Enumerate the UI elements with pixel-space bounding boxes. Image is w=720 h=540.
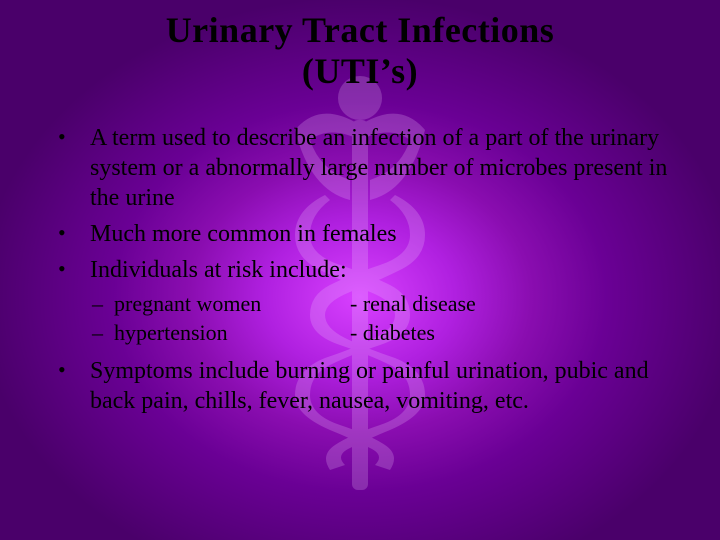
sub-left: hypertension: [90, 318, 350, 348]
bullet-text: Symptoms include burning or painful urin…: [90, 358, 649, 414]
title-line-1: Urinary Tract Infections: [166, 10, 555, 50]
sub-row: pregnant women - renal disease: [90, 289, 690, 319]
bullet-text: Much more common in females: [90, 221, 397, 247]
bullet-item: Much more common in females: [50, 219, 690, 249]
title-line-2: (UTI’s): [302, 51, 418, 91]
bullet-text: Individuals at risk include:: [90, 257, 347, 283]
slide-content: Urinary Tract Infections (UTI’s) A term …: [0, 0, 720, 540]
sub-right: - diabetes: [350, 318, 690, 348]
sub-right: - renal disease: [350, 289, 690, 319]
bullet-item: A term used to describe an infection of …: [50, 123, 690, 213]
sub-list: pregnant women - renal disease hypertens…: [90, 289, 690, 348]
bullet-list: A term used to describe an infection of …: [30, 123, 690, 416]
sub-row: hypertension - diabetes: [90, 318, 690, 348]
bullet-item: Symptoms include burning or painful urin…: [50, 356, 690, 416]
bullet-text: A term used to describe an infection of …: [90, 125, 667, 211]
sub-left: pregnant women: [90, 289, 350, 319]
bullet-item: Individuals at risk include: pregnant wo…: [50, 255, 690, 348]
slide-title: Urinary Tract Infections (UTI’s): [30, 10, 690, 93]
